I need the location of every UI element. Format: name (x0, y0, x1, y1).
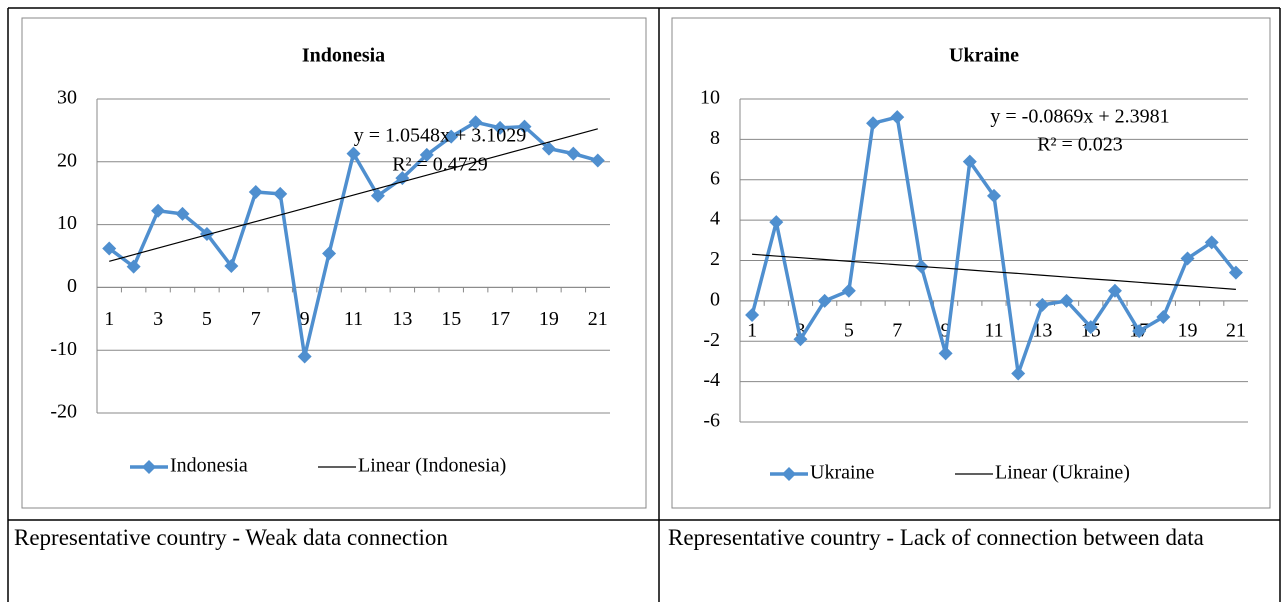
y-tick-label: 0 (710, 288, 720, 310)
data-point (517, 119, 532, 134)
x-tick-label: 19 (1178, 319, 1198, 341)
y-tick-label: 6 (710, 167, 720, 189)
data-point (566, 146, 581, 161)
series-line (752, 253, 1236, 290)
data-point (248, 184, 263, 199)
data-point (1035, 297, 1050, 312)
y-tick-label: -4 (703, 369, 720, 391)
trend-annotation: y = -0.0869x + 2.3981 (990, 106, 1169, 128)
x-tick-label: 11 (984, 319, 1003, 341)
x-tick-label: 5 (844, 319, 854, 341)
legend-label: Ukraine (810, 462, 875, 484)
x-tick-label: 17 (490, 308, 510, 330)
data-point (890, 110, 905, 125)
chart-frame (671, 17, 1271, 509)
x-tick-label: 7 (892, 319, 902, 341)
data-point (224, 259, 239, 274)
y-tick-label: 2 (710, 248, 720, 270)
data-point (444, 129, 459, 144)
chart-title: Ukraine (949, 45, 1019, 67)
data-point (199, 227, 214, 242)
data-point (841, 283, 856, 298)
x-tick-label: 9 (941, 319, 951, 341)
data-point (468, 115, 483, 130)
data-point (395, 171, 410, 186)
data-point (962, 154, 977, 169)
legend-label: Indonesia (170, 455, 248, 477)
data-point (493, 120, 508, 135)
data-point (102, 241, 117, 256)
data-point (745, 308, 760, 323)
data-point (346, 146, 361, 161)
y-tick-label: -6 (703, 410, 720, 432)
trend-annotation: y = 1.0548x + 3.1029 (354, 125, 527, 147)
data-point (1204, 235, 1219, 250)
x-tick-label: 19 (539, 308, 559, 330)
y-tick-label: 8 (710, 127, 720, 149)
x-tick-label: 21 (1226, 319, 1246, 341)
data-point (938, 346, 953, 361)
x-tick-label: 15 (441, 308, 461, 330)
data-point (541, 141, 556, 156)
legend-marker (782, 467, 796, 481)
data-point (1107, 283, 1122, 298)
data-point (1228, 265, 1243, 280)
data-point (273, 186, 288, 201)
data-point (1180, 251, 1195, 266)
legend-label: Linear (Ukraine) (995, 462, 1130, 484)
series-line (109, 128, 598, 262)
x-tick-label: 3 (795, 319, 805, 341)
data-point (793, 332, 808, 347)
y-tick-label: 0 (67, 275, 77, 297)
data-point (1059, 293, 1074, 308)
data-point (1083, 320, 1098, 335)
chart-title: Indonesia (302, 45, 385, 67)
data-point (419, 147, 434, 162)
x-tick-label: 5 (202, 308, 212, 330)
x-tick-label: 7 (251, 308, 261, 330)
data-point (817, 293, 832, 308)
data-point (297, 349, 312, 364)
x-tick-label: 11 (344, 308, 363, 330)
y-tick-label: -2 (703, 329, 720, 351)
data-point (126, 259, 141, 274)
x-tick-label: 3 (153, 308, 163, 330)
y-tick-label: -20 (50, 401, 77, 423)
data-point (590, 153, 605, 168)
caption: Representative country - Weak data conne… (14, 525, 448, 550)
data-point (175, 206, 190, 221)
data-point (151, 203, 166, 218)
data-point (769, 215, 784, 230)
x-tick-label: 9 (300, 308, 310, 330)
x-tick-label: 1 (104, 308, 114, 330)
y-tick-label: 10 (57, 212, 77, 234)
data-point (1156, 310, 1171, 325)
y-tick-label: 30 (57, 87, 77, 109)
data-point (1132, 324, 1147, 339)
trend-annotation: R² = 0.023 (1037, 134, 1123, 156)
x-tick-label: 13 (1032, 319, 1052, 341)
legend-marker (142, 460, 156, 474)
chart-frame (21, 17, 647, 509)
data-point (370, 188, 385, 203)
y-tick-label: -10 (50, 338, 77, 360)
x-tick-label: 13 (392, 308, 412, 330)
data-point (866, 116, 881, 131)
data-point (1011, 366, 1026, 381)
x-tick-label: 21 (588, 308, 608, 330)
y-tick-label: 20 (57, 149, 77, 171)
caption: Representative country - Lack of connect… (668, 525, 1204, 550)
data-point (987, 188, 1001, 203)
trend-annotation: R² = 0.4729 (392, 154, 488, 176)
data-point (322, 246, 337, 261)
x-tick-label: 1 (747, 319, 757, 341)
y-tick-label: 4 (710, 208, 720, 230)
legend-label: Linear (Indonesia) (358, 455, 506, 477)
y-tick-label: 10 (700, 87, 720, 109)
